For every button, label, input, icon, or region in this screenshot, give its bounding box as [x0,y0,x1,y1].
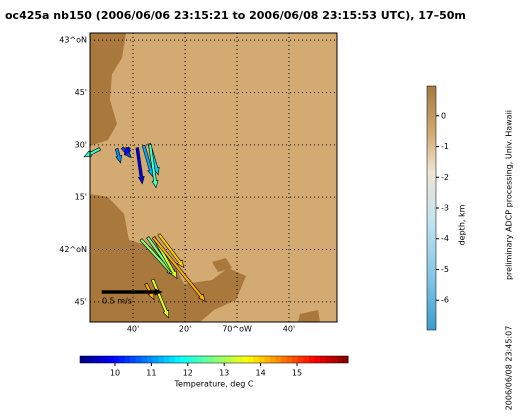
temperature-tick-label: 13 [219,369,229,378]
arrow-shape [151,278,170,319]
depth-label: depth, km [458,204,467,245]
x-tick-label: 70^oW [222,325,252,334]
x-tick-label: 40' [127,325,139,334]
colorbar-cell [320,356,327,363]
colorbar-cell [191,356,198,363]
colorbar-cell [275,356,282,363]
velocity-vector [114,148,122,164]
colorbar-cell [197,356,204,363]
colorbar-cell [163,356,170,363]
colorbar-cell [247,356,254,363]
colorbar-cell [281,356,288,363]
colorbar-cell [119,356,126,363]
colorbar-cell [269,356,276,363]
depth-tick-label: -5 [441,265,449,274]
colorbar-cell [147,356,154,363]
arrow-shape [151,236,206,302]
velocity-vector [148,144,159,189]
temperature-tick-label: 15 [292,369,302,378]
colorbar-cell [303,356,310,363]
arrow-shape [101,288,163,296]
title: oc425a nb150 (2006/06/06 23:15:21 to 200… [5,9,466,22]
colorbar-cell [336,356,343,363]
colorbar-cell [80,356,87,363]
arrow-shape [114,148,122,164]
velocity-vector [151,236,206,302]
arrow-shape [157,233,185,269]
colorbar-cell [230,356,237,363]
scale-label: 0.5 m/s [102,297,132,306]
y-tick-label: 42^oN [59,245,87,254]
colorbar-cell [214,356,221,363]
colorbar-cell [342,356,349,363]
x-tick-label: 40' [283,325,295,334]
y-tick-label: 15' [75,193,87,202]
colorbar-cell [331,356,338,363]
map-background [90,33,337,322]
temperature-label: Temperature, deg C [174,380,254,389]
depth-tick-label: 0 [441,111,446,120]
colorbar-cell [169,356,176,363]
colorbar-cell [96,356,103,363]
velocity-vector [135,147,145,185]
velocity-vector [157,233,185,269]
colorbar-cell [141,356,148,363]
colorbar-cell [308,356,315,363]
depth-tick-label: -6 [441,296,449,305]
colorbar-cell [208,356,215,363]
y-tick-label: 45' [75,88,87,97]
colorbar-cell [113,356,120,363]
colorbar-cell [91,356,98,363]
temperature-tick-label: 10 [110,369,120,378]
colorbar-cell [124,356,131,363]
colorbar-cell [236,356,243,363]
colorbar-cell [253,356,260,363]
colorbar-cell [186,356,193,363]
x-tick-label: 20' [179,325,191,334]
colorbar-cell [225,356,232,363]
timestamp: 2006/06/08 23:45:07 [505,326,514,411]
y-tick-label: 45' [75,297,87,306]
arrow-shape [123,146,132,156]
depth-colorbar [426,85,437,331]
colorbar-cell [241,356,248,363]
map-layer [83,33,337,322]
colorbar-cell [102,356,109,363]
colorbar-cell [292,356,299,363]
colorbar-cell [219,356,226,363]
colorbar-cell [180,356,187,363]
arrow-shape [148,144,159,189]
colorbar-cell [107,356,114,363]
colorbar-cell [85,356,92,363]
temperature-tick-label: 14 [256,369,266,378]
note: preliminary ADCP processing, Univ. Hawai… [505,110,514,280]
colorbar-cell [325,356,332,363]
temperature-colorbar [79,355,349,364]
colorbar-cell [135,356,142,363]
colorbar-cell [264,356,271,363]
depth-tick-label: -4 [441,234,449,243]
scale-vector [101,288,163,296]
map-frame [89,32,338,323]
colorbar-cell [152,356,159,363]
colorbar-cell [174,356,181,363]
depth-tick-label: -2 [441,173,449,182]
colorbar-cell [297,356,304,363]
temperature-tick-label: 12 [183,369,193,378]
depth-tick-label: -3 [441,204,449,213]
depth-tick-label: -1 [441,142,449,151]
colorbar-cell [130,356,137,363]
y-tick-label: 43^oN [59,36,87,45]
colorbar-cell [314,356,321,363]
colorbar-cell [258,356,265,363]
temperature-tick-label: 11 [146,369,156,378]
velocity-vector [151,278,170,319]
velocity-vector [123,146,132,156]
colorbar-cell [158,356,165,363]
colorbar-cell [286,356,293,363]
colorbar-cell [202,356,209,363]
y-tick-label: 30' [75,140,87,149]
arrow-shape [135,147,145,185]
